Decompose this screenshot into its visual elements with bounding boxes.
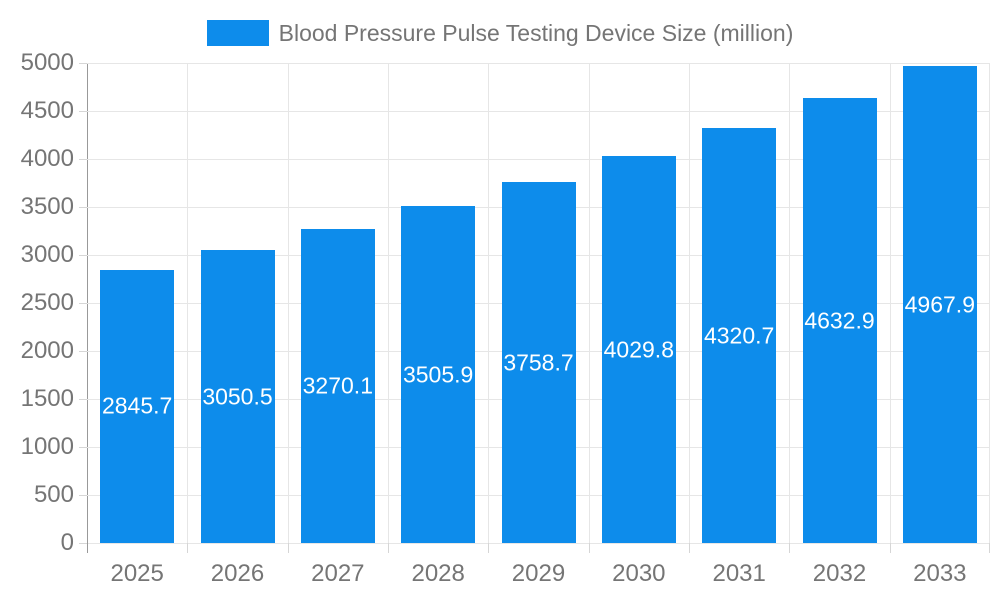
bar-value-label: 4632.9 bbox=[804, 307, 875, 334]
x-tick-label: 2033 bbox=[913, 560, 967, 587]
gridline-vertical bbox=[487, 63, 489, 543]
gridline-vertical bbox=[287, 63, 289, 543]
y-tick-mark bbox=[79, 350, 87, 352]
gridline-vertical bbox=[186, 63, 188, 543]
x-tick-mark bbox=[387, 543, 389, 553]
bar: 4320.7 bbox=[702, 128, 777, 543]
y-tick-mark bbox=[79, 494, 87, 496]
bar: 3505.9 bbox=[401, 206, 476, 543]
bar: 3270.1 bbox=[300, 229, 375, 543]
gridline-vertical bbox=[889, 63, 891, 543]
y-tick-mark bbox=[79, 206, 87, 208]
gridline-vertical bbox=[989, 63, 990, 543]
y-tick-mark bbox=[79, 62, 87, 64]
y-tick-label: 1000 bbox=[20, 433, 74, 460]
y-tick-mark bbox=[79, 110, 87, 112]
bar: 3758.7 bbox=[501, 182, 576, 543]
y-tick-mark bbox=[79, 254, 87, 256]
x-tick-label: 2027 bbox=[311, 560, 365, 587]
gridline-vertical bbox=[588, 63, 590, 543]
x-tick-label: 2029 bbox=[511, 560, 566, 587]
bar-value-label: 4320.7 bbox=[703, 322, 775, 349]
bar-value-label: 3758.7 bbox=[503, 349, 574, 376]
y-tick-label: 4000 bbox=[20, 145, 74, 172]
x-tick-label: 2031 bbox=[712, 560, 766, 587]
legend-label: Blood Pressure Pulse Testing Device Size… bbox=[278, 19, 794, 46]
y-tick-label: 5000 bbox=[20, 49, 74, 76]
x-tick-mark bbox=[989, 543, 990, 553]
legend: Blood Pressure Pulse Testing Device Size… bbox=[0, 19, 1000, 47]
y-tick-mark bbox=[79, 542, 87, 544]
x-tick-label: 2026 bbox=[210, 560, 265, 587]
legend-swatch bbox=[206, 20, 269, 46]
y-axis-line bbox=[87, 63, 88, 553]
x-tick-label: 2025 bbox=[110, 560, 164, 587]
y-tick-label: 2500 bbox=[20, 289, 74, 316]
bar: 2845.7 bbox=[100, 269, 175, 543]
bar-value-label: 3270.1 bbox=[302, 372, 373, 399]
y-tick-mark bbox=[79, 398, 87, 400]
y-tick-label: 500 bbox=[33, 481, 74, 508]
y-tick-label: 3500 bbox=[20, 193, 74, 220]
x-tick-label: 2030 bbox=[612, 560, 666, 587]
bar: 4632.9 bbox=[802, 98, 877, 543]
gridline-vertical bbox=[688, 63, 690, 543]
bar-value-label: 3505.9 bbox=[402, 361, 474, 388]
y-tick-mark bbox=[79, 446, 87, 448]
bar: 4029.8 bbox=[601, 156, 676, 543]
y-tick-mark bbox=[79, 302, 87, 304]
gridline-horizontal bbox=[87, 158, 990, 160]
bar: 4967.9 bbox=[902, 66, 977, 543]
bar: 3050.5 bbox=[200, 250, 275, 543]
x-tick-mark bbox=[788, 543, 790, 553]
x-tick-mark bbox=[86, 543, 88, 553]
y-tick-label: 1500 bbox=[20, 385, 74, 412]
bar-value-label: 3050.5 bbox=[202, 383, 273, 410]
y-tick-label: 3000 bbox=[20, 241, 74, 268]
gridline-vertical bbox=[788, 63, 790, 543]
bar-value-label: 4967.9 bbox=[904, 291, 975, 318]
plot-area: 2845.7 2025 3050.5 2026 3270.1 2027 3505.9 2028… bbox=[79, 62, 990, 587]
x-tick-mark bbox=[287, 543, 289, 553]
y-tick-label: 2000 bbox=[20, 337, 74, 364]
gridline-horizontal bbox=[87, 542, 990, 544]
x-tick-label: 2032 bbox=[812, 560, 867, 587]
bar-value-label: 2845.7 bbox=[101, 392, 173, 419]
y-tick-mark bbox=[79, 158, 87, 160]
x-tick-mark bbox=[186, 543, 188, 553]
y-tick-label: 0 bbox=[60, 529, 74, 556]
y-tick-label: 4500 bbox=[20, 97, 74, 124]
x-tick-label: 2028 bbox=[411, 560, 465, 587]
x-tick-mark bbox=[889, 543, 891, 553]
gridline-vertical bbox=[387, 63, 389, 543]
bar-value-label: 4029.8 bbox=[603, 336, 674, 363]
gridline-horizontal bbox=[87, 62, 990, 64]
x-tick-mark bbox=[588, 543, 590, 553]
x-tick-mark bbox=[688, 543, 690, 553]
gridline-horizontal bbox=[87, 110, 990, 112]
x-tick-mark bbox=[487, 543, 489, 553]
